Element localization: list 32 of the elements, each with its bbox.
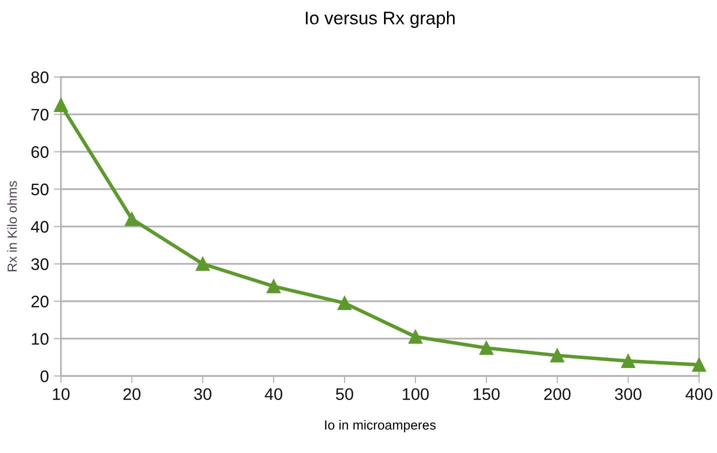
- x-tick-label: 30: [194, 388, 212, 400]
- point: [621, 354, 636, 368]
- y-tick-label: 60: [31, 146, 48, 158]
- point: [479, 341, 494, 355]
- x-tick-label: 10: [52, 388, 70, 400]
- y-tick-label: 70: [31, 108, 48, 121]
- point: [338, 296, 352, 310]
- x-tick-label: 50: [336, 388, 354, 400]
- y-tick-label: 30: [31, 258, 48, 270]
- x-tick-label: 150: [474, 388, 500, 400]
- x-tick-label: 400: [686, 388, 712, 400]
- y-tick-label: 10: [32, 333, 48, 345]
- y-tick-label: 80: [31, 71, 48, 84]
- point: [266, 279, 281, 294]
- chart-title: Io versus Rx graph: [306, 11, 455, 28]
- point: [692, 358, 706, 372]
- y-tick-label: 50: [31, 184, 48, 196]
- y-tick-label: 20: [31, 296, 48, 308]
- y-tick-label: 0: [40, 370, 48, 382]
- point: [550, 348, 564, 362]
- point: [54, 98, 68, 112]
- x-tick-label: 40: [264, 388, 282, 400]
- x-tick-label: 300: [614, 388, 642, 400]
- x-tick-label: 100: [402, 388, 429, 400]
- point: [408, 330, 422, 344]
- y-tick-label: 40: [30, 220, 48, 233]
- x-tick-label: 200: [544, 388, 571, 400]
- x-tick-label: 20: [123, 388, 140, 400]
- point: [196, 256, 210, 271]
- point: [124, 212, 139, 226]
- x-axis-title: Io in microamperes: [325, 420, 436, 432]
- y-axis-title: Rx in Kilo ohms: [7, 181, 17, 272]
